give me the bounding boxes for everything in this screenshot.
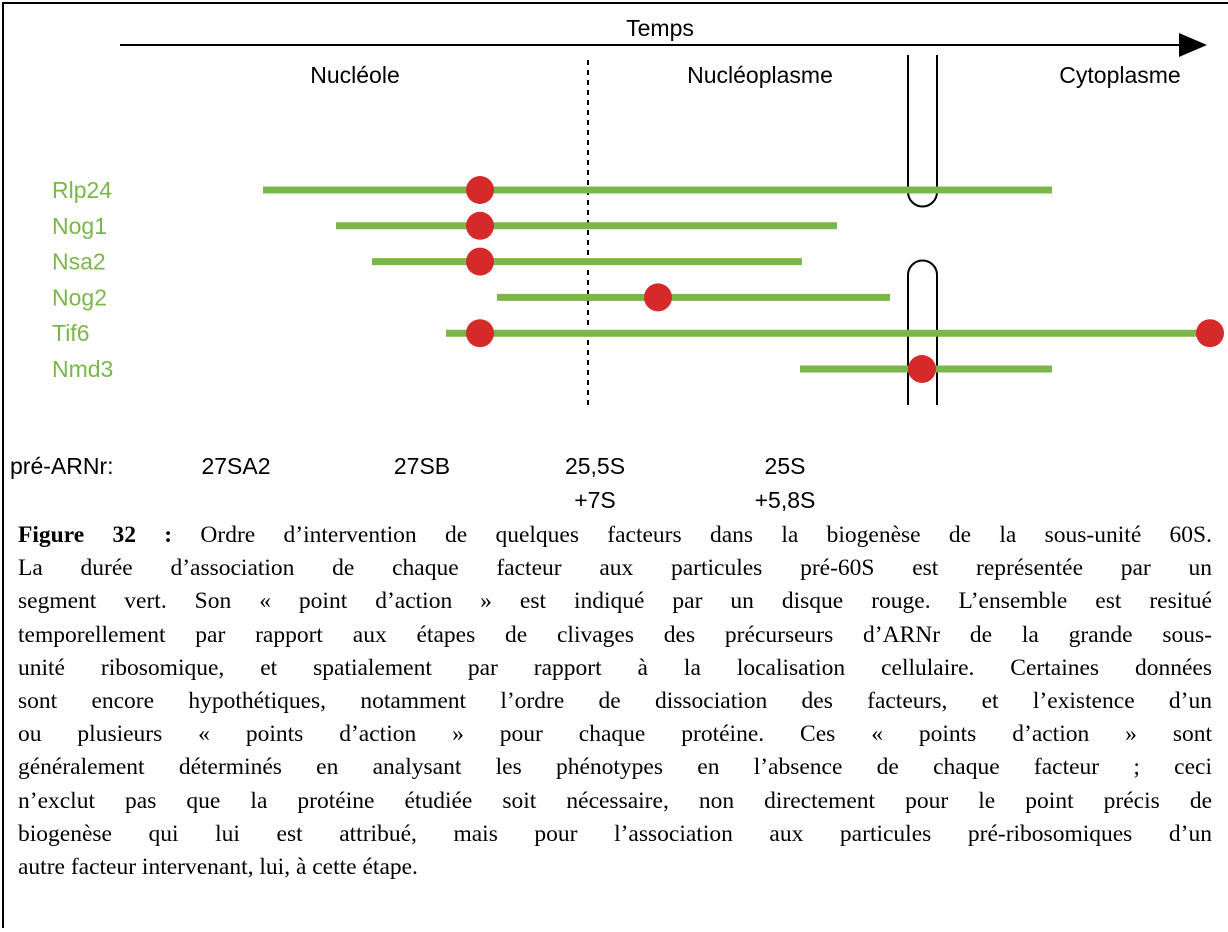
caption-label: Figure 32 :: [18, 522, 173, 548]
factor-label: Nog2: [52, 284, 107, 310]
caption: Figure 32 : Ordre d’intervention de quel…: [18, 519, 1212, 884]
caption-line: Figure 32 : Ordre d’intervention de quel…: [18, 519, 1212, 552]
caption-text: temporellement par rapport aux étapes de…: [18, 621, 1212, 648]
caption-line: segment vert. Son « point d’action » est…: [18, 585, 1212, 618]
caption-text: généralement déterminés en analysant les…: [18, 754, 1212, 781]
time-label: Temps: [626, 15, 694, 41]
caption-line: n’exclut pas que la protéine étudiée soi…: [18, 785, 1212, 818]
factor-label: Rlp24: [52, 177, 112, 203]
caption-text: biogenèse qui lui est attribué, mais pou…: [18, 820, 1212, 847]
precursor-name: 27SB: [394, 453, 450, 479]
caption-line: ou plusieurs « points d’action » pour ch…: [18, 718, 1212, 751]
action-point: [466, 176, 494, 204]
compartment-label: Nucléoplasme: [687, 62, 833, 88]
caption-text: sont encore hypothétiques, notamment l’o…: [18, 688, 1212, 715]
action-point: [644, 283, 672, 312]
action-point: [466, 319, 494, 348]
caption-text: ou plusieurs « points d’action » pour ch…: [18, 721, 1212, 748]
factor-label: Nog1: [52, 213, 107, 239]
caption-line: sont encore hypothétiques, notamment l’o…: [18, 685, 1212, 718]
caption-text: segment vert. Son « point d’action » est…: [18, 588, 1212, 615]
diagram: Temps Nucléole Nucléoplasme Cytoplasme Rlp2…: [10, 15, 1224, 513]
caption-text: La durée d’association de chaque facteur…: [18, 555, 1212, 582]
caption-text: autre facteur intervenant, lui, à cette …: [18, 854, 418, 881]
caption-text: Ordre d’intervention de quelques facteur…: [200, 522, 1212, 548]
factor-label: Nmd3: [52, 356, 113, 382]
action-point: [908, 355, 936, 383]
action-point: [466, 211, 494, 240]
factor-label: Nsa2: [52, 249, 106, 275]
precursor-name: 27SA2: [201, 453, 270, 479]
action-point: [466, 247, 494, 276]
caption-line: temporellement par rapport aux étapes de…: [18, 619, 1212, 652]
action-point: [1196, 319, 1224, 348]
caption-text: n’exclut pas que la protéine étudiée soi…: [18, 787, 1212, 814]
compartment-label: Cytoplasme: [1059, 62, 1180, 88]
precursor-name: +7S: [574, 487, 616, 513]
caption-line: biogenèse qui lui est attribué, mais pou…: [18, 818, 1212, 851]
factor-label: Tif6: [52, 320, 90, 346]
caption-line: unité ribosomique, et spatialement par r…: [18, 652, 1212, 685]
precursor-name: 25,5S: [565, 453, 625, 479]
caption-line: La durée d’association de chaque facteur…: [18, 552, 1212, 585]
precursor-name: 25S: [765, 453, 806, 479]
caption-line: généralement déterminés en analysant les…: [18, 751, 1212, 784]
caption-line: autre facteur intervenant, lui, à cette …: [18, 851, 1212, 884]
precursor-name: +5,8S: [755, 487, 816, 513]
pore-top: [907, 55, 938, 208]
caption-text: unité ribosomique, et spatialement par r…: [18, 654, 1212, 681]
compartment-label: Nucléole: [310, 62, 400, 88]
precursor-label: pré-ARNr:: [10, 453, 114, 479]
pore-bottom: [907, 259, 938, 405]
